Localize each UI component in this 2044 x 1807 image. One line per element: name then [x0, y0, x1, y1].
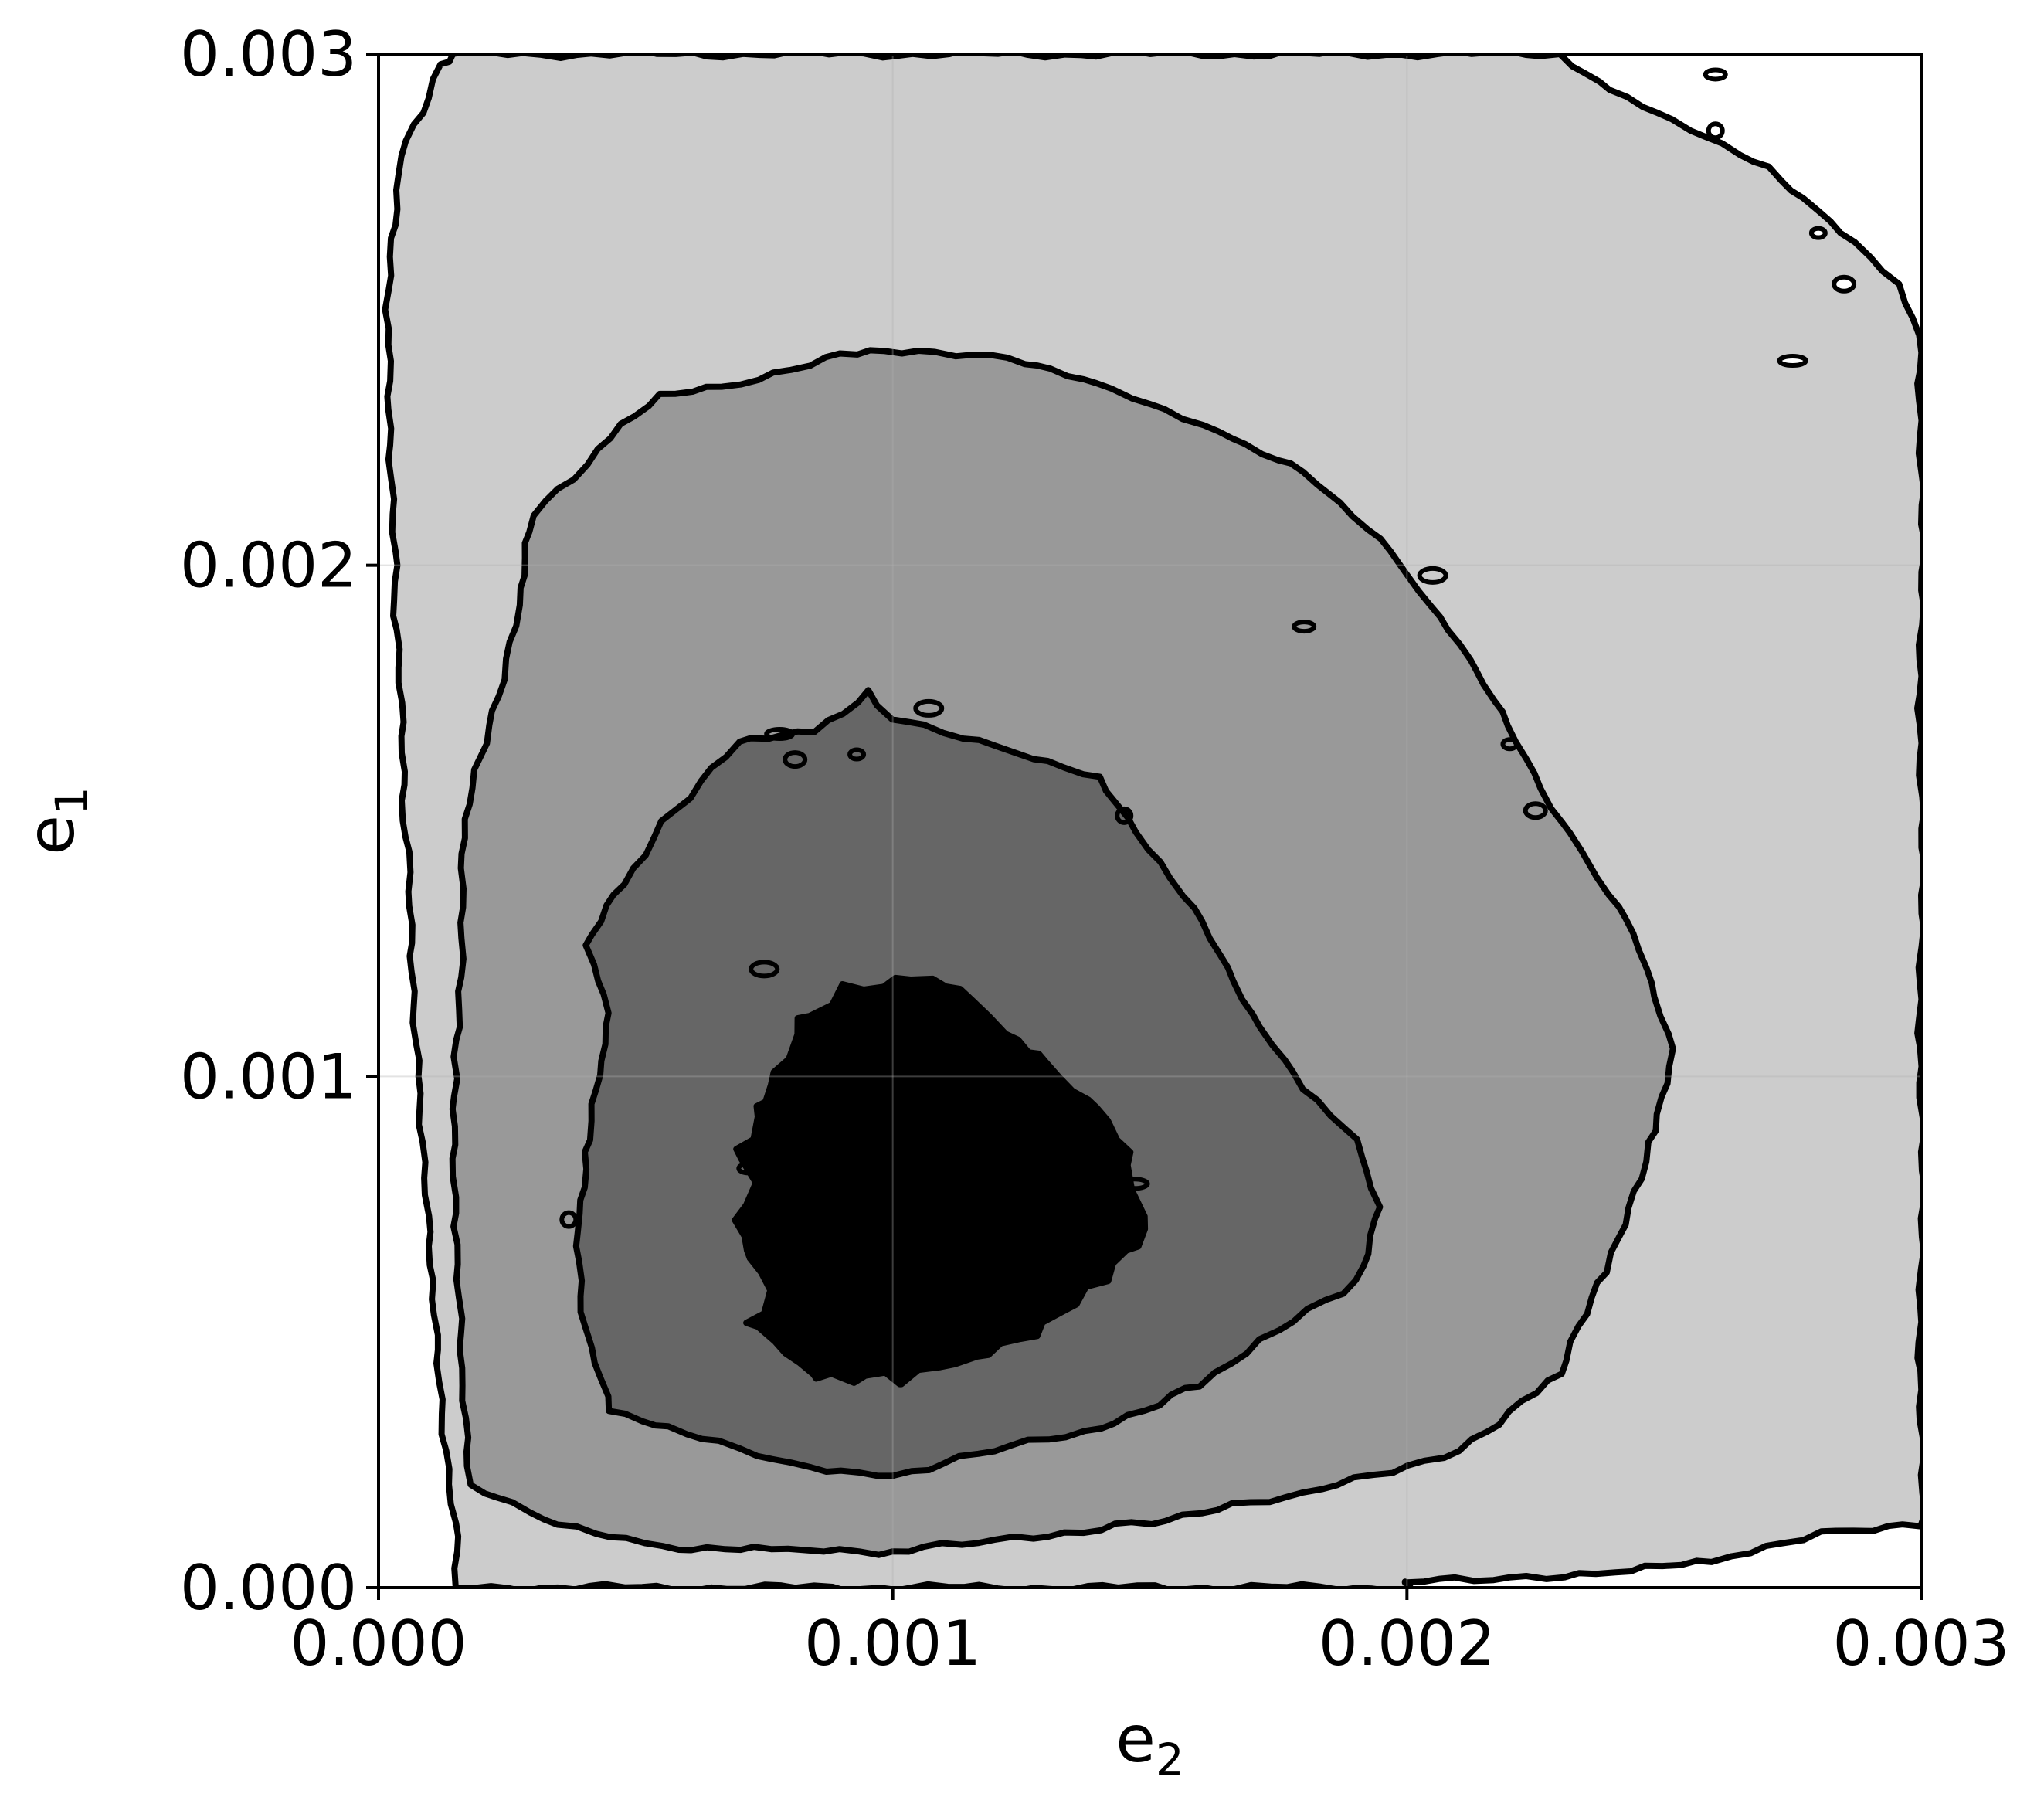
contour-island	[764, 727, 796, 742]
x-tick-label: 0.000	[290, 1608, 467, 1680]
contour-fill-layer	[379, 54, 1921, 1588]
x-axis-title: e2	[1115, 1701, 1184, 1786]
contour-island	[1119, 1177, 1150, 1191]
x-tick-label: 0.001	[804, 1608, 981, 1680]
contour-island-layer	[559, 67, 1857, 1229]
x-tick-label: 0.002	[1319, 1608, 1496, 1680]
contour-island	[559, 1210, 579, 1229]
contour-island	[1706, 121, 1725, 141]
contour-level-core	[732, 974, 1149, 1388]
tick-label-layer: 0.000 0.001 0.002 0.003 0.000 0.001 0.002 0.003	[180, 19, 2010, 1680]
contour-island	[1703, 67, 1728, 82]
y-axis-title: e1	[13, 786, 98, 855]
y-tick-label: 0.000	[180, 1552, 357, 1624]
contour-island	[1417, 566, 1448, 585]
plot-frame	[377, 53, 1923, 1589]
x-axis-title-base: e	[1115, 1701, 1156, 1777]
contour-island	[1292, 620, 1317, 634]
x-axis-title-subscript: 2	[1156, 1734, 1184, 1786]
contour-island	[1777, 354, 1808, 368]
contour-island	[749, 960, 780, 979]
y-tick-label: 0.002	[180, 530, 357, 602]
y-axis-title-base: e	[13, 815, 89, 855]
contour-island	[1523, 801, 1548, 820]
x-tick-label: 0.003	[1832, 1608, 2009, 1680]
y-tick-label: 0.001	[180, 1041, 357, 1112]
tick-layer	[366, 53, 1923, 1600]
contour-island	[1808, 226, 1828, 240]
contour-island	[1500, 737, 1519, 752]
contour-island	[1115, 806, 1134, 825]
contour-island	[1832, 274, 1857, 294]
contour-island	[913, 698, 945, 718]
y-axis-title-subscript: 1	[46, 786, 98, 815]
y-tick-label: 0.003	[180, 19, 357, 90]
contour-island	[847, 747, 867, 762]
contour-island	[783, 750, 808, 769]
contour-island	[736, 1161, 762, 1176]
